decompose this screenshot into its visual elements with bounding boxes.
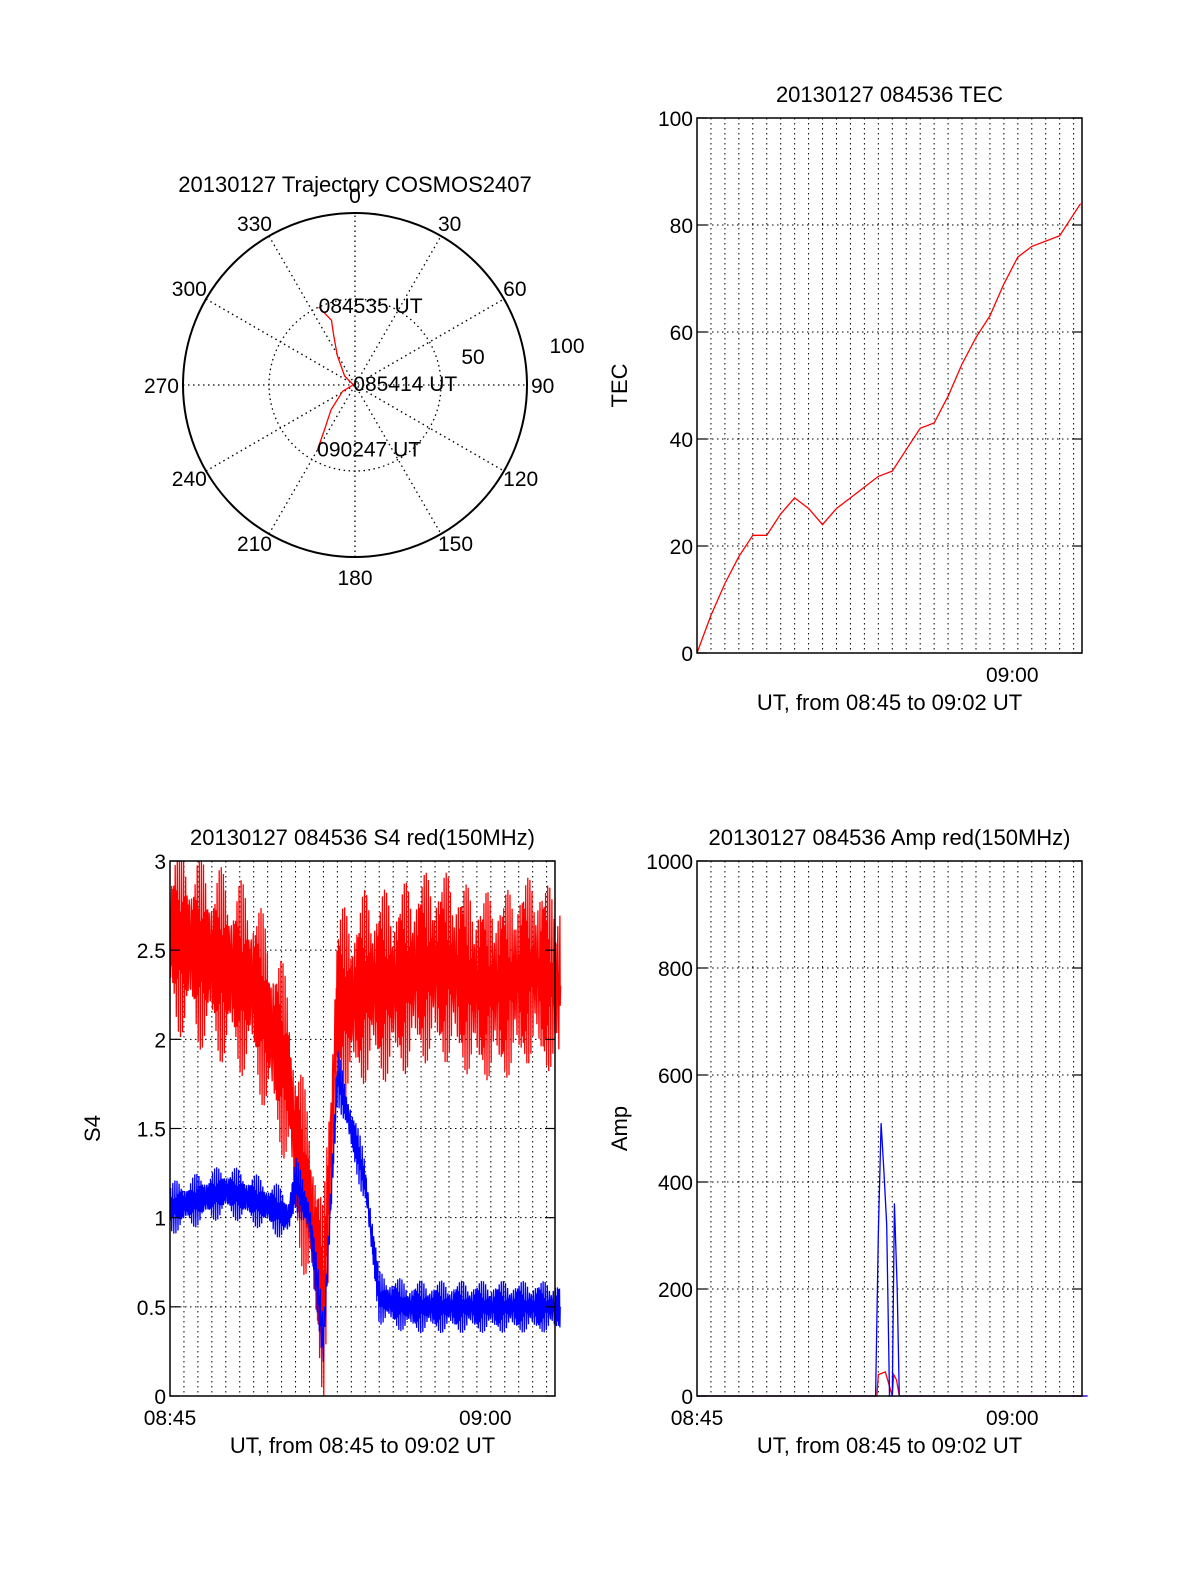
y-tick-label: 80 xyxy=(670,215,693,238)
plot-frame xyxy=(696,860,1083,1397)
azimuth-tick-label: 300 xyxy=(172,278,207,301)
trajectory-line xyxy=(316,306,355,451)
chart-title: 20130127 084536 Amp red(150MHz) xyxy=(708,825,1070,850)
azimuth-tick-label: 150 xyxy=(438,533,473,556)
azimuth-tick-label: 120 xyxy=(503,468,538,491)
series-line-blue xyxy=(697,1123,1088,1397)
x-tick-label: 08:45 xyxy=(144,1407,197,1430)
series-line-red xyxy=(696,203,1082,654)
y-tick-label: 2.5 xyxy=(137,940,166,963)
x-tick-label: 08:45 xyxy=(671,1407,724,1430)
y-tick-label: 3 xyxy=(154,851,166,874)
y-tick-label: 400 xyxy=(658,1172,693,1195)
azimuth-tick-label: 330 xyxy=(237,213,272,236)
plot-frame xyxy=(696,117,1083,654)
chart-title: 20130127 084536 TEC xyxy=(776,82,1003,107)
y-tick-label: 20 xyxy=(670,536,693,559)
y-tick-label: 0.5 xyxy=(137,1297,166,1320)
grid-ring xyxy=(268,298,442,472)
y-tick-label: 800 xyxy=(658,958,693,981)
y-tick-label: 100 xyxy=(658,108,693,131)
y-tick-label: 0 xyxy=(681,643,693,666)
elevation-tick-label: 100 xyxy=(549,335,584,358)
y-axis-label: TEC xyxy=(607,363,632,407)
x-tick-label: 09:00 xyxy=(986,664,1039,687)
polar-outer-circle xyxy=(182,212,528,558)
s4-chart: 20130127 084536 S4 red(150MHz) 0 0.5 1 1.5 2 2… xyxy=(80,825,562,1458)
y-tick-label: 40 xyxy=(670,429,693,452)
time-annotation: 084535 UT xyxy=(319,295,423,318)
tec-chart: 20130127 084536 TEC 0 20 40 60 80 100 09:00 UT, … xyxy=(607,82,1083,715)
elevation-tick-label: 50 xyxy=(461,346,484,369)
time-annotation: 085414 UT xyxy=(353,373,457,396)
azimuth-tick-label: 90 xyxy=(531,375,554,398)
y-axis-label: Amp xyxy=(607,1106,632,1151)
x-tick-label: 09:00 xyxy=(986,1407,1039,1430)
y-tick-label: 1000 xyxy=(646,851,693,874)
y-axis-label: S4 xyxy=(80,1115,105,1142)
azimuth-tick-label: 240 xyxy=(172,468,207,491)
time-annotation: 090247 UT xyxy=(317,439,421,462)
y-tick-label: 600 xyxy=(658,1065,693,1088)
chart-title: 20130127 084536 S4 red(150MHz) xyxy=(190,825,535,850)
amp-chart: 20130127 084536 Amp red(150MHz) 0 200 400 60… xyxy=(607,825,1088,1458)
azimuth-tick-label: 0 xyxy=(349,185,361,208)
azimuth-tick-label: 180 xyxy=(337,567,372,590)
azimuth-tick-label: 30 xyxy=(438,213,461,236)
x-tick-label: 09:00 xyxy=(459,1407,512,1430)
series-line-red xyxy=(169,860,562,1397)
y-tick-label: 0 xyxy=(681,1386,693,1409)
x-axis-label: UT, from 08:45 to 09:02 UT xyxy=(757,690,1022,715)
series-line-blue xyxy=(169,1051,562,1362)
x-axis-label: UT, from 08:45 to 09:02 UT xyxy=(757,1433,1022,1458)
y-tick-label: 200 xyxy=(658,1279,693,1302)
azimuth-tick-label: 210 xyxy=(237,533,272,556)
azimuth-tick-label: 270 xyxy=(144,375,179,398)
y-tick-label: 0 xyxy=(154,1386,166,1409)
azimuth-tick-label: 60 xyxy=(503,278,526,301)
y-tick-label: 1 xyxy=(154,1208,166,1231)
x-axis-label: UT, from 08:45 to 09:02 UT xyxy=(230,1433,495,1458)
y-tick-label: 2 xyxy=(154,1029,166,1052)
chart-title: 20130127 Trajectory COSMOS2407 xyxy=(178,172,531,197)
y-tick-label: 60 xyxy=(670,322,693,345)
y-tick-label: 1.5 xyxy=(137,1119,166,1142)
